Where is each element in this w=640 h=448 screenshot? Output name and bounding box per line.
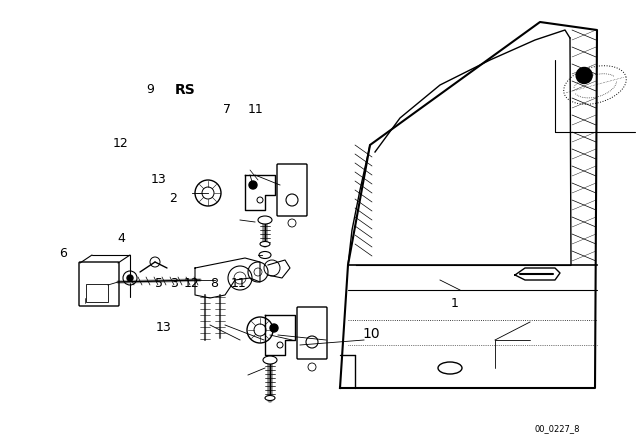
Text: 4: 4 (118, 232, 125, 245)
Text: 11: 11 (248, 103, 264, 116)
Text: 6: 6 (59, 247, 67, 260)
Text: 2: 2 (169, 191, 177, 205)
Ellipse shape (265, 396, 275, 401)
Text: 1: 1 (451, 297, 458, 310)
Ellipse shape (260, 241, 270, 246)
Circle shape (249, 181, 257, 189)
Circle shape (270, 324, 278, 332)
Text: 10: 10 (362, 327, 380, 341)
Ellipse shape (263, 356, 277, 364)
Text: 11: 11 (230, 276, 246, 290)
Text: 5: 5 (155, 276, 163, 290)
Text: 3: 3 (170, 276, 178, 290)
Ellipse shape (258, 216, 272, 224)
Circle shape (576, 68, 592, 83)
Text: 12: 12 (113, 137, 128, 150)
Text: 9: 9 (147, 83, 154, 96)
Text: 00_0227_8: 00_0227_8 (534, 424, 580, 433)
Circle shape (127, 275, 133, 281)
Text: 7: 7 (223, 103, 231, 116)
Text: 8: 8 (210, 276, 218, 290)
Text: 13: 13 (151, 172, 166, 186)
Text: RS: RS (175, 82, 196, 97)
Text: 13: 13 (156, 320, 171, 334)
Text: 12: 12 (184, 276, 200, 290)
